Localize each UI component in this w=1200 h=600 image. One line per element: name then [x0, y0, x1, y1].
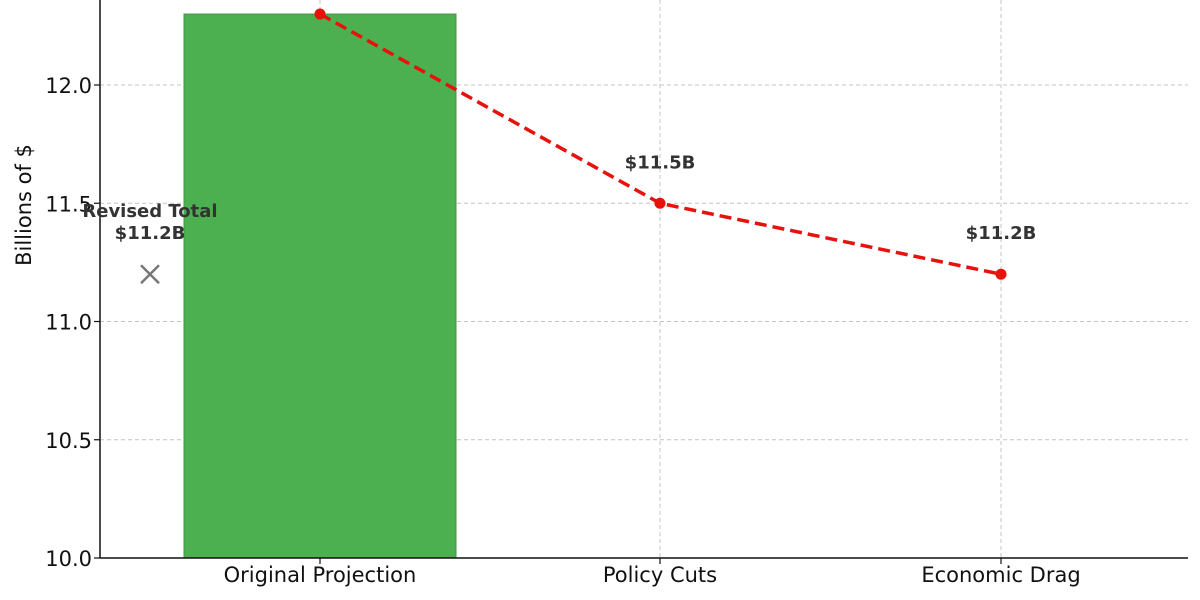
annotation: Revised Total$11.2B [82, 201, 218, 285]
data-label: $11.5B [625, 152, 696, 173]
line-point [654, 197, 666, 209]
annotation-x-marker-stroke [140, 264, 160, 285]
y-tick-label: 11.5 [45, 192, 92, 216]
x-tick-label: Policy Cuts [603, 563, 717, 587]
line-series [314, 8, 1007, 280]
line-point [995, 268, 1007, 280]
x-tick-label: Original Projection [224, 563, 417, 587]
line-point [314, 8, 326, 20]
y-axis-title: Billions of $ [12, 144, 36, 266]
y-tick-label: 10.5 [45, 429, 92, 453]
bar-series [183, 13, 457, 559]
annotation-label-line1: Revised Total [82, 201, 217, 222]
axes: 10.0 10.5 11.0 11.5 12.0 Original Projection P… [45, 0, 1188, 587]
y-tick-label: 11.0 [45, 311, 92, 335]
bar [183, 13, 457, 559]
annotation-label-line2: $11.2B [115, 223, 186, 244]
y-tick-label: 12.0 [45, 74, 92, 98]
y-tick-label: 10.0 [45, 547, 92, 571]
data-labels: $11.5B $11.2B [625, 152, 1037, 244]
x-tick-label: Economic Drag [921, 563, 1080, 587]
data-label: $11.2B [966, 223, 1037, 244]
